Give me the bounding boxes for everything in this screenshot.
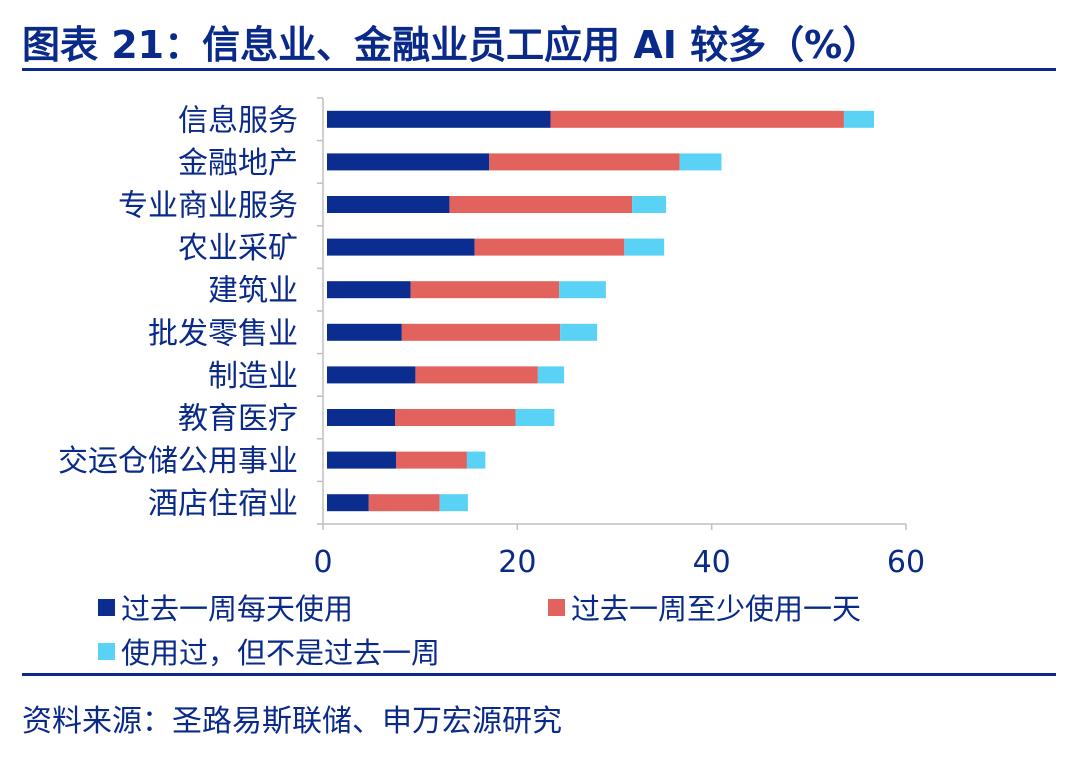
bar-ever-0 [843,110,875,128]
x-tick-label-3: 60 [887,545,925,580]
x-tick-label-0: 0 [313,545,332,580]
bar-ever-9 [439,494,468,512]
source-note: 资料来源：圣路易斯联储、申万宏源研究 [22,704,562,739]
bar-daily-5 [327,323,402,341]
category-label-6: 制造业 [208,359,298,394]
bar-ever-2 [632,196,667,213]
category-label-4: 建筑业 [208,274,298,309]
x-tick-label-1: 20 [498,545,536,580]
bar-ever-4 [559,281,606,299]
category-label-5: 批发零售业 [148,316,298,351]
category-label-1: 金融地产 [178,146,298,181]
bar-daily-9 [327,494,369,512]
bar-weekly-4 [410,281,560,299]
bar-daily-3 [327,238,475,256]
bar-daily-6 [327,366,416,384]
bar-daily-1 [327,153,490,171]
bar-daily-4 [327,281,411,299]
bar-daily-7 [327,409,396,426]
bar-daily-2 [327,196,450,213]
legend-swatch-daily [98,598,115,616]
legend-item-weekly: 过去一周至少使用一天 [548,586,861,628]
bar-ever-6 [537,366,565,384]
legend-label-daily: 过去一周每天使用 [121,592,354,626]
bar-weekly-1 [489,153,680,171]
bar-daily-0 [327,110,551,128]
legend-item-ever: 使用过，但不是过去一周 [98,630,440,672]
bar-weekly-8 [395,451,467,469]
legend-item-daily: 过去一周每天使用 [98,586,353,628]
bar-ever-7 [515,409,555,426]
bar-daily-8 [327,451,396,469]
category-label-3: 农业采矿 [178,231,298,266]
category-label-8: 交运仓储公用事业 [58,444,298,479]
bar-ever-1 [679,153,722,171]
category-label-2: 专业商业服务 [118,189,298,224]
x-tick-label-2: 40 [693,545,731,580]
source-rule [22,673,1056,676]
chart-title: 图表 21：信息业、金融业员工应用 AI 较多（%） [22,23,881,67]
bar-weekly-5 [401,323,561,341]
bar-weekly-2 [449,196,633,213]
category-label-7: 教育医疗 [178,402,298,437]
legend-label-weekly: 过去一周至少使用一天 [571,592,862,626]
bar-weekly-3 [474,238,625,256]
legend-swatch-ever [98,642,115,660]
bar-weekly-9 [368,494,440,512]
bar-ever-8 [466,451,486,469]
bar-weekly-6 [415,366,538,384]
category-label-0: 信息服务 [178,103,298,138]
bar-weekly-0 [550,110,844,128]
bar-weekly-7 [395,409,516,426]
bar-ever-5 [560,323,598,341]
title-rule [22,68,1056,71]
legend-label-ever: 使用过，但不是过去一周 [121,636,441,670]
category-label-9: 酒店住宿业 [148,487,298,522]
bar-ever-3 [624,238,665,256]
legend-swatch-weekly [548,598,565,616]
